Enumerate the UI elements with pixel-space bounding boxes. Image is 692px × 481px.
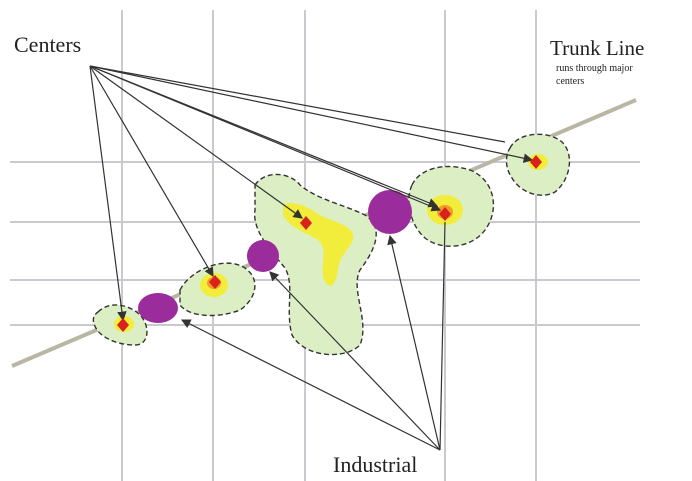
industrial-label: Industrial [333,452,418,477]
industrial-rays [180,221,446,451]
center-rays [89,65,534,322]
trunk-note: runs through major centers [556,63,633,87]
center-markers [117,155,542,332]
industrial-zones [138,190,412,323]
centers-label: Centers [14,32,82,57]
trunk-line-label: Trunk Line [550,36,645,60]
